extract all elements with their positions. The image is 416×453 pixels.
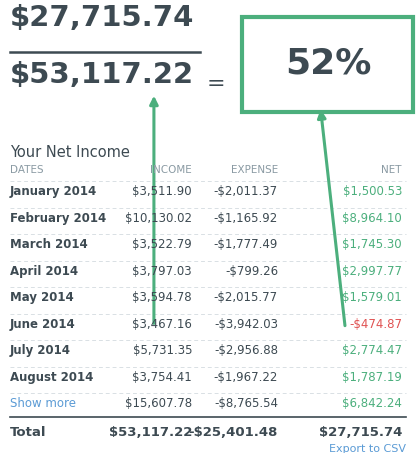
Text: =: = bbox=[207, 74, 225, 94]
Text: $3,511.90: $3,511.90 bbox=[132, 185, 192, 198]
Text: $27,715.74: $27,715.74 bbox=[10, 4, 194, 32]
Text: January 2014: January 2014 bbox=[10, 185, 97, 198]
Text: -$25,401.48: -$25,401.48 bbox=[188, 426, 278, 439]
Text: Your Net Income: Your Net Income bbox=[10, 145, 130, 160]
Text: $3,594.78: $3,594.78 bbox=[132, 291, 192, 304]
Text: -$2,956.88: -$2,956.88 bbox=[214, 344, 278, 357]
Text: February 2014: February 2014 bbox=[10, 212, 106, 225]
Text: Export to CSV: Export to CSV bbox=[329, 444, 406, 453]
Text: $1,500.53: $1,500.53 bbox=[343, 185, 402, 198]
Text: -$2,015.77: -$2,015.77 bbox=[214, 291, 278, 304]
Text: -$2,011.37: -$2,011.37 bbox=[214, 185, 278, 198]
Text: $1,579.01: $1,579.01 bbox=[342, 291, 402, 304]
Text: $8,964.10: $8,964.10 bbox=[342, 212, 402, 225]
Text: $1,745.30: $1,745.30 bbox=[342, 238, 402, 251]
Text: $1,787.19: $1,787.19 bbox=[342, 371, 402, 384]
Text: July 2014: July 2014 bbox=[10, 344, 71, 357]
Text: $15,607.78: $15,607.78 bbox=[125, 397, 192, 410]
Text: NET: NET bbox=[381, 165, 402, 175]
Text: $53,117.22: $53,117.22 bbox=[109, 426, 192, 439]
Text: $2,774.47: $2,774.47 bbox=[342, 344, 402, 357]
Text: $27,715.74: $27,715.74 bbox=[319, 426, 402, 439]
Text: $3,797.03: $3,797.03 bbox=[132, 265, 192, 278]
Text: $3,467.16: $3,467.16 bbox=[132, 318, 192, 331]
Text: EXPENSE: EXPENSE bbox=[231, 165, 278, 175]
Text: $2,997.77: $2,997.77 bbox=[342, 265, 402, 278]
Text: -$8,765.54: -$8,765.54 bbox=[214, 397, 278, 410]
Text: May 2014: May 2014 bbox=[10, 291, 74, 304]
Text: 52%: 52% bbox=[285, 46, 372, 81]
Text: $53,117.22: $53,117.22 bbox=[10, 61, 194, 89]
Text: $6,842.24: $6,842.24 bbox=[342, 397, 402, 410]
Text: INCOME: INCOME bbox=[150, 165, 192, 175]
Text: $10,130.02: $10,130.02 bbox=[125, 212, 192, 225]
Text: $3,522.79: $3,522.79 bbox=[132, 238, 192, 251]
Text: Show more: Show more bbox=[10, 397, 76, 410]
Text: -$1,777.49: -$1,777.49 bbox=[214, 238, 278, 251]
Text: August 2014: August 2014 bbox=[10, 371, 93, 384]
Text: DATES: DATES bbox=[10, 165, 44, 175]
Text: April 2014: April 2014 bbox=[10, 265, 78, 278]
Text: $3,754.41: $3,754.41 bbox=[132, 371, 192, 384]
FancyBboxPatch shape bbox=[243, 17, 413, 112]
Text: -$1,967.22: -$1,967.22 bbox=[214, 371, 278, 384]
Text: -$1,165.92: -$1,165.92 bbox=[214, 212, 278, 225]
Text: Total: Total bbox=[10, 426, 47, 439]
Text: -$799.26: -$799.26 bbox=[225, 265, 278, 278]
Text: -$474.87: -$474.87 bbox=[349, 318, 402, 331]
Text: June 2014: June 2014 bbox=[10, 318, 76, 331]
Text: $5,731.35: $5,731.35 bbox=[133, 344, 192, 357]
Text: -$3,942.03: -$3,942.03 bbox=[214, 318, 278, 331]
Text: March 2014: March 2014 bbox=[10, 238, 88, 251]
